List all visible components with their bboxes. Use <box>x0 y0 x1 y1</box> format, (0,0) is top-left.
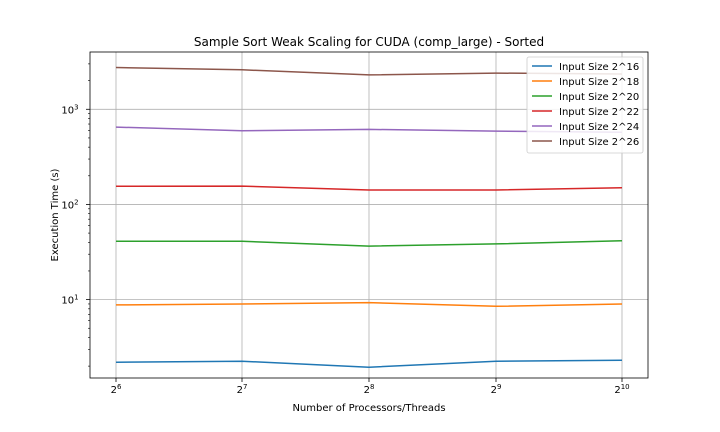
x-axis-label: Number of Processors/Threads <box>292 403 445 414</box>
y-tick-label: 101 <box>61 294 78 307</box>
series-line-4 <box>115 185 623 191</box>
x-tick-label: 27 <box>237 383 248 396</box>
chart-title: Sample Sort Weak Scaling for CUDA (comp_… <box>194 35 544 49</box>
series-line-2 <box>115 301 623 308</box>
series-line-3 <box>116 240 623 247</box>
y-tick-label: 102 <box>61 198 78 211</box>
legend-entry: Input Size 2^26 <box>559 137 639 148</box>
x-tick-label: 210 <box>614 383 629 396</box>
x-tick-label: 29 <box>491 383 502 396</box>
x-axis-ticks: 26 27 28 29 210 <box>111 378 630 396</box>
x-tick-label: 26 <box>111 383 122 396</box>
legend: Input Size 2^16 Input Size 2^18 Input Size… <box>526 56 644 154</box>
legend-box <box>526 56 644 154</box>
legend-entry: Input Size 2^24 <box>559 122 639 133</box>
legend-entry: Input Size 2^16 <box>559 62 639 73</box>
y-axis-ticks: 101 102 103 <box>61 63 90 367</box>
y-axis-label: Execution Time (s) <box>50 168 61 261</box>
x-tick-label: 28 <box>364 383 375 396</box>
y-tick-label: 103 <box>61 103 78 116</box>
legend-entry: Input Size 2^18 <box>559 77 639 88</box>
legend-entry: Input Size 2^20 <box>559 92 639 103</box>
series-line-1 <box>115 359 623 368</box>
legend-entry: Input Size 2^22 <box>559 107 639 118</box>
